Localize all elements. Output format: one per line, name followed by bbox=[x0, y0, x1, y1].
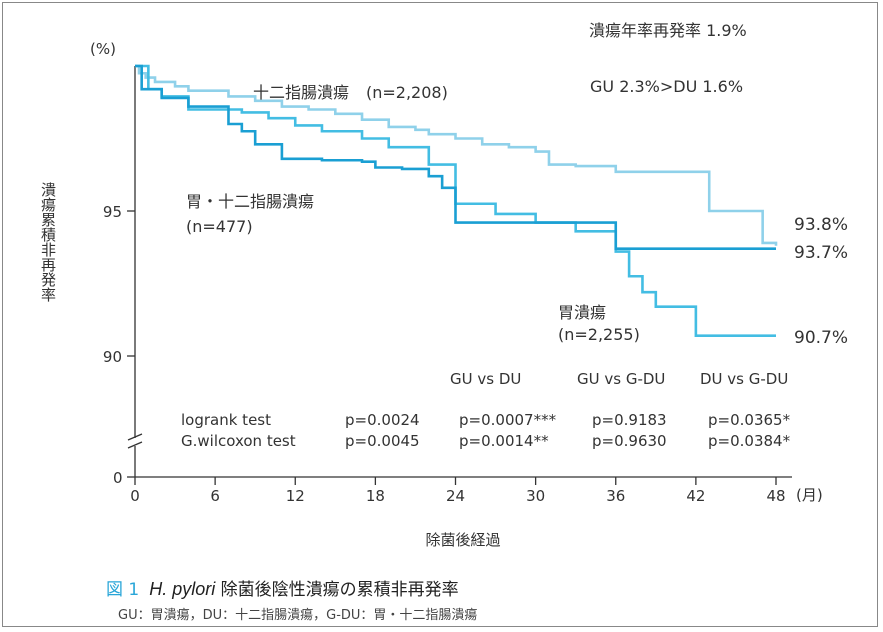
x-tick-label-12: 12 bbox=[286, 487, 305, 505]
label-gdu-name: 胃・十二指腸潰瘍 bbox=[186, 192, 314, 211]
stats-header-du-gdu: DU vs G-DU bbox=[700, 370, 788, 388]
stats-header-gu-du: GU vs DU bbox=[450, 370, 521, 388]
stats-row-wilcoxon-gu-gdu: p=0.9630 bbox=[592, 432, 667, 450]
stats-table: GU vs DU GU vs G-DU DU vs G-DU logrank t… bbox=[181, 370, 791, 450]
x-tick-label-6: 6 bbox=[210, 487, 220, 505]
y-zero-label: 0 bbox=[113, 469, 123, 487]
stats-row-wilcoxon-test: G.wilcoxon test bbox=[181, 432, 296, 450]
stats-row-logrank-gu-du: p=0.0007*** bbox=[459, 411, 557, 429]
annotation-overall: 潰瘍年率再発率 1.9% bbox=[589, 21, 747, 40]
stats-row-logrank-du-gdu: p=0.0365* bbox=[708, 411, 791, 429]
x-tick-label-18: 18 bbox=[366, 487, 385, 505]
stats-row-wilcoxon-gu-du: p=0.0014** bbox=[459, 432, 549, 450]
end-label-gu: 90.7% bbox=[794, 328, 848, 348]
y-tick-label-95: 95 bbox=[103, 203, 122, 221]
x-tick-label-30: 30 bbox=[526, 487, 545, 505]
label-du-name: 十二指腸潰瘍 bbox=[253, 83, 349, 102]
end-label-gdu: 93.7% bbox=[794, 243, 848, 263]
label-gu-name: 胃潰瘍 bbox=[558, 303, 606, 322]
x-tick-label-24: 24 bbox=[446, 487, 465, 505]
caption-abbreviations: GU：胃潰瘍，DU：十二指腸潰瘍，G-DU：胃・十二指腸潰瘍 bbox=[118, 608, 478, 623]
stats-row-logrank-test: logrank test bbox=[181, 411, 271, 429]
annotation-compare: GU 2.3%>DU 1.6% bbox=[590, 77, 743, 96]
x-unit-label: (月) bbox=[796, 486, 823, 504]
caption-species: H. pylori bbox=[149, 579, 216, 599]
series-du-line bbox=[135, 64, 778, 246]
label-gu-n: (n=2,255) bbox=[558, 325, 640, 344]
x-tick-label-48: 48 bbox=[766, 487, 785, 505]
y-unit-label: (%) bbox=[90, 40, 116, 58]
caption-title: 除菌後陰性潰瘍の累積非再発率 bbox=[215, 580, 459, 600]
axis-break-mark bbox=[127, 433, 143, 449]
series-gdu-line bbox=[135, 64, 776, 250]
figure-number: 図 1 bbox=[106, 580, 140, 600]
figure-caption: 図 1 H. pylori 除菌後陰性潰瘍の累積非再発率 bbox=[106, 575, 459, 600]
series-gu-line bbox=[135, 64, 776, 337]
x-axis-label: 除菌後経過 bbox=[425, 531, 500, 549]
stats-header-gu-gdu: GU vs G-DU bbox=[577, 370, 665, 388]
y-axis-label: 潰瘍累積非再発率 bbox=[39, 182, 57, 302]
stats-row-logrank-gu-gdu: p=0.9183 bbox=[592, 411, 667, 429]
stats-row-logrank-overall: p=0.0024 bbox=[345, 411, 420, 429]
end-label-du: 93.8% bbox=[794, 215, 848, 235]
label-gdu-n: (n=477) bbox=[186, 217, 253, 236]
x-tick-label-0: 0 bbox=[130, 487, 140, 505]
stats-row-wilcoxon-overall: p=0.0045 bbox=[345, 432, 420, 450]
x-tick-label-42: 42 bbox=[686, 487, 705, 505]
stats-row-wilcoxon-du-gdu: p=0.0384* bbox=[708, 432, 791, 450]
label-du-n: (n=2,208) bbox=[366, 83, 448, 102]
x-tick-label-36: 36 bbox=[606, 487, 625, 505]
y-tick-label-90: 90 bbox=[103, 348, 122, 366]
